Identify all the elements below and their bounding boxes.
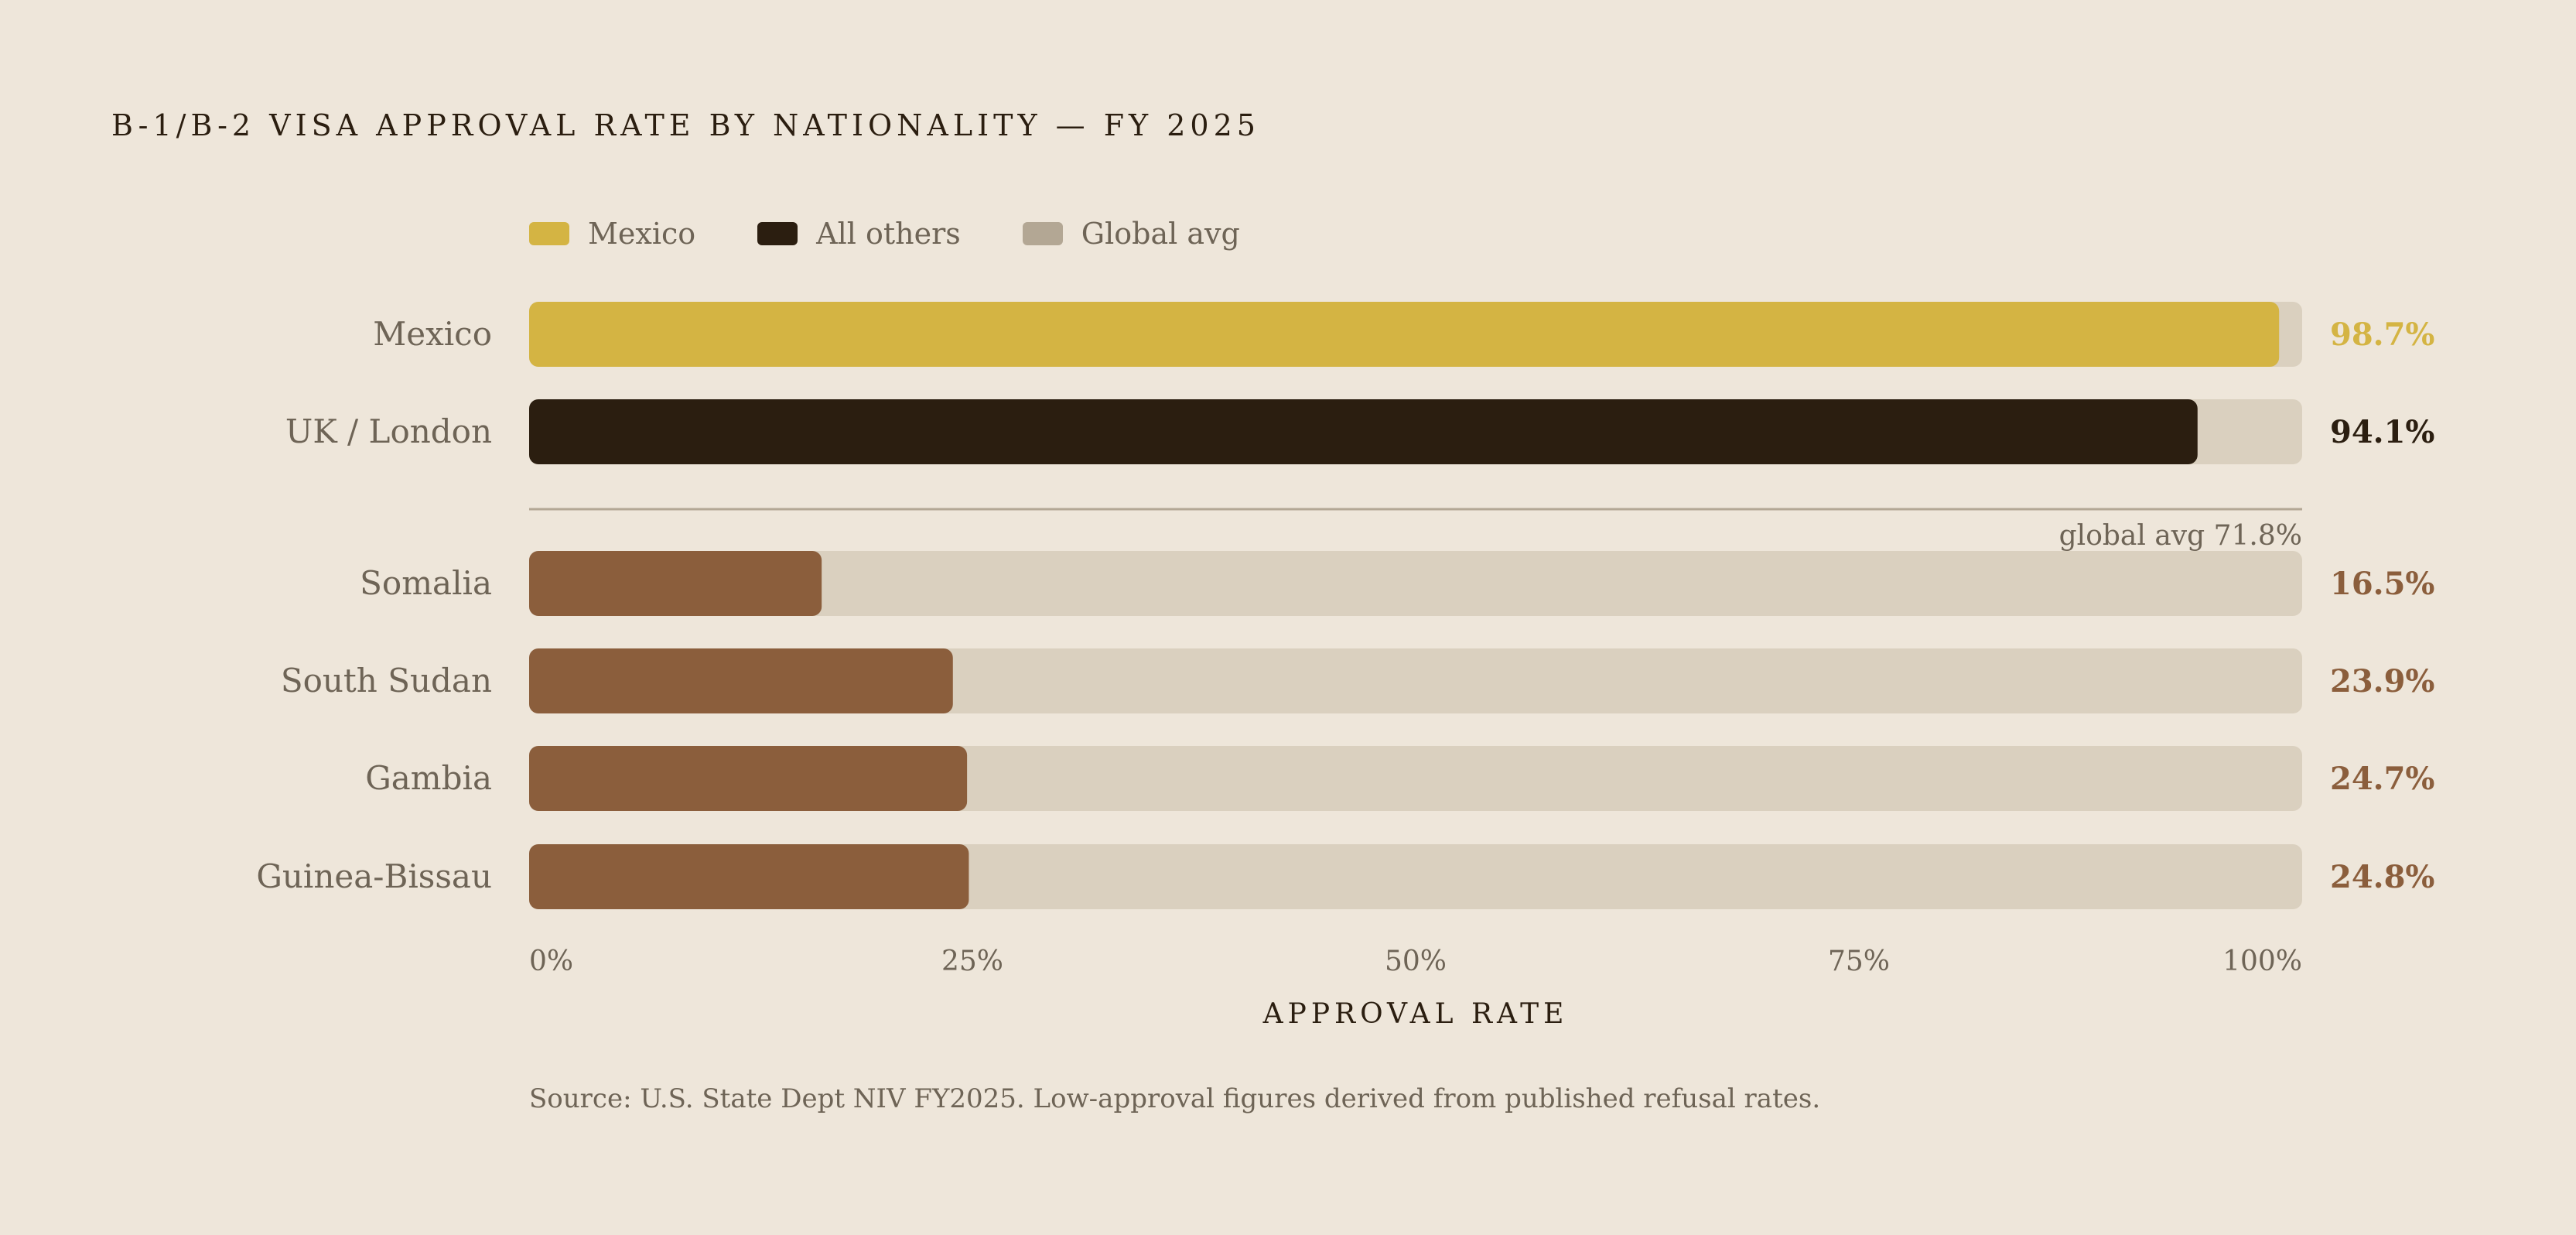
bar-gambia xyxy=(529,746,968,811)
legend-label-all-others: All others xyxy=(816,217,961,251)
category-label-mexico: Mexico xyxy=(373,315,492,353)
value-label-gambia: 24.7% xyxy=(2330,761,2434,797)
bar-track-gambia xyxy=(529,746,2302,811)
value-label-mexico: 98.7% xyxy=(2330,316,2434,353)
legend-swatch-global-avg xyxy=(1022,222,1063,245)
bar-track-somalia xyxy=(529,551,2302,616)
global-avg-label: global avg 71.8% xyxy=(2059,520,2302,552)
bar-uk-london xyxy=(529,399,2198,464)
legend-swatch-mexico xyxy=(529,222,569,245)
legend-swatch-all-others xyxy=(757,222,798,245)
legend-item-mexico: Mexico xyxy=(529,217,695,251)
x-tick-label-25: 25% xyxy=(941,946,1003,977)
x-tick-label-75: 75% xyxy=(1828,946,1890,977)
bar-mexico xyxy=(529,302,2280,367)
x-axis-title: APPROVAL RATE xyxy=(1262,998,1569,1030)
category-label-guinea-bissau: Guinea-Bissau xyxy=(256,857,492,895)
category-label-uk-london: UK / London xyxy=(285,412,492,450)
bar-track-south-sudan xyxy=(529,648,2302,713)
category-label-south-sudan: South Sudan xyxy=(281,662,492,700)
x-tick-label-0: 0% xyxy=(529,946,573,977)
x-tick-label-100: 100% xyxy=(2222,946,2302,977)
legend-label-global-avg: Global avg xyxy=(1081,217,1240,251)
value-label-somalia: 16.5% xyxy=(2330,566,2434,602)
value-label-uk-london: 94.1% xyxy=(2330,414,2434,450)
legend-label-mexico: Mexico xyxy=(588,217,696,251)
chart-title: B-1/B-2 VISA APPROVAL RATE BY NATIONALIT… xyxy=(111,108,1260,142)
legend-item-global-avg: Global avg xyxy=(1022,217,1240,251)
value-label-south-sudan: 23.9% xyxy=(2330,663,2434,700)
x-tick-label-50: 50% xyxy=(1385,946,1447,977)
value-label-guinea-bissau: 24.8% xyxy=(2330,859,2434,895)
legend: Mexico All others Global avg xyxy=(529,217,1302,251)
category-label-somalia: Somalia xyxy=(360,564,492,602)
category-label-gambia: Gambia xyxy=(365,759,492,797)
bar-somalia xyxy=(529,551,822,616)
bar-guinea-bissau xyxy=(529,844,969,909)
bar-south-sudan xyxy=(529,648,953,713)
source-note: Source: U.S. State Dept NIV FY2025. Low-… xyxy=(529,1083,1821,1114)
bar-track-guinea-bissau xyxy=(529,844,2302,909)
legend-item-all-others: All others xyxy=(757,217,961,251)
